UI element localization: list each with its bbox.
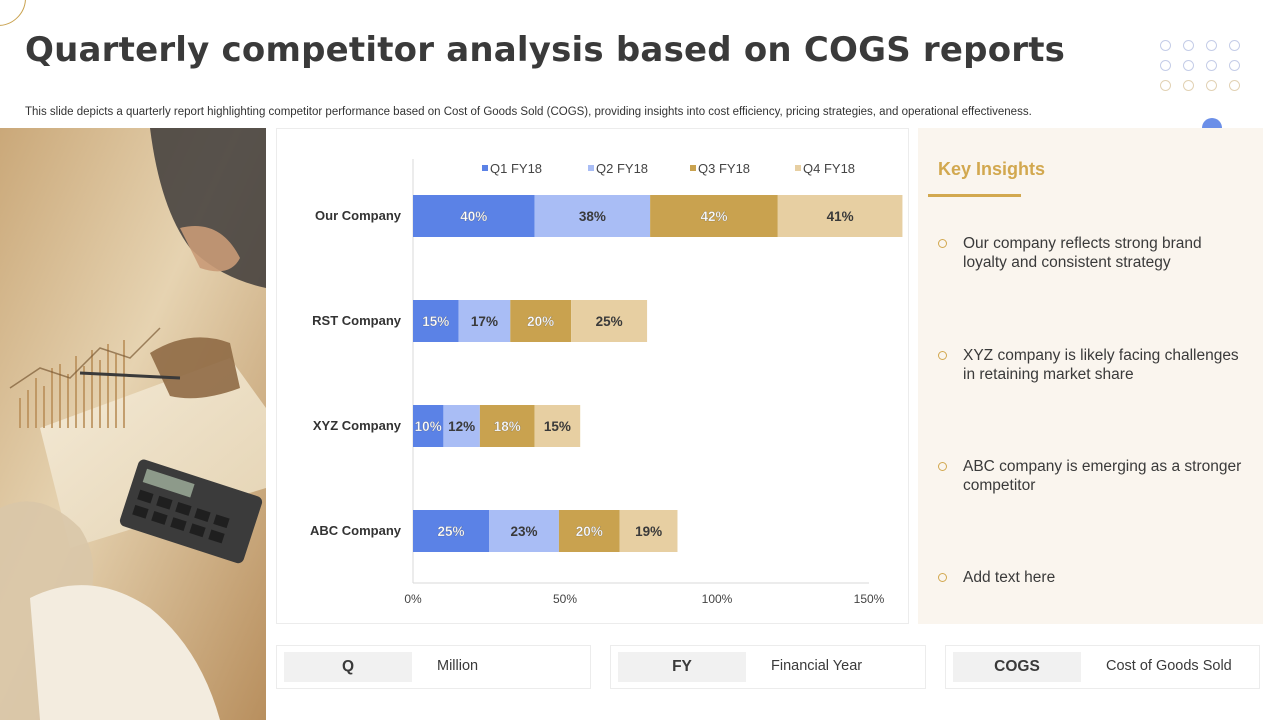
insight-text: Add text here	[963, 569, 1056, 586]
x-tick-label: 150%	[854, 592, 885, 606]
abbreviation-key: FY	[618, 652, 746, 682]
data-label: 40%	[460, 209, 487, 224]
data-label: 38%	[579, 209, 606, 224]
abbreviation-box-fy: FY Financial Year	[610, 645, 926, 689]
x-tick-label: 50%	[553, 592, 577, 606]
data-label: 15%	[544, 419, 571, 434]
insights-title: Key Insights	[938, 159, 1046, 179]
category-label: ABC Company	[310, 523, 402, 538]
bar-segment	[571, 300, 648, 342]
bar-segment	[510, 300, 572, 342]
bar-segment	[534, 195, 651, 237]
data-label: 20%	[576, 524, 603, 539]
insight-text: XYZ company is likely facing challenges …	[963, 347, 1239, 383]
insight-text: ABC company is emerging as a stronger co…	[963, 458, 1242, 494]
insight-item: Add text here	[938, 568, 1248, 587]
office-desk-photo	[0, 128, 266, 720]
abbreviation-box-cogs: COGS Cost of Goods Sold	[945, 645, 1260, 689]
bar-segment	[534, 405, 581, 447]
legend-swatch	[482, 165, 488, 171]
insight-item: XYZ company is likely facing challenges …	[938, 346, 1248, 384]
abbreviation-meaning: Cost of Goods Sold	[1106, 658, 1232, 674]
data-label: 19%	[635, 524, 662, 539]
bar-segment	[413, 510, 489, 552]
insights-title-underline	[928, 194, 1021, 197]
bar-segment	[558, 510, 620, 552]
data-label: 42%	[700, 209, 727, 224]
bar-segment	[777, 195, 903, 237]
legend-swatch	[588, 165, 594, 171]
bar-segment	[443, 405, 480, 447]
stacked-bar-chart: 0% 50% 100% 150% Q1 FY18 Q2 FY18 Q3 FY18 Q4 FY1…	[310, 159, 903, 606]
category-label: RST Company	[312, 313, 402, 328]
key-insights-panel: Key Insights Our company reflects strong…	[918, 128, 1263, 624]
abbreviation-box-q: Q Million	[276, 645, 591, 689]
data-label: 17%	[471, 314, 498, 329]
data-label: 10%	[415, 419, 442, 434]
bar-segment	[619, 510, 678, 552]
legend-label: Q1 FY18	[490, 161, 542, 176]
legend-swatch	[690, 165, 696, 171]
insight-item: Our company reflects strong brand loyalt…	[938, 234, 1248, 272]
data-label: 41%	[827, 209, 854, 224]
data-label: 20%	[527, 314, 554, 329]
abbreviation-key: Q	[284, 652, 412, 682]
data-label: 23%	[510, 524, 537, 539]
data-label: 25%	[596, 314, 623, 329]
legend-swatch	[795, 165, 801, 171]
abbreviation-key: COGS	[953, 652, 1081, 682]
legend-label: Q4 FY18	[803, 161, 855, 176]
circle-bullet-icon	[938, 573, 947, 582]
circle-bullet-icon	[938, 462, 947, 471]
data-label: 12%	[448, 419, 475, 434]
bar-segment	[413, 300, 459, 342]
bar-segment	[458, 300, 511, 342]
circle-bullet-icon	[938, 239, 947, 248]
bar-segment	[489, 510, 559, 552]
data-label: 15%	[422, 314, 449, 329]
bar-segment	[413, 405, 444, 447]
legend-label: Q2 FY18	[596, 161, 648, 176]
x-tick-label: 0%	[404, 592, 422, 606]
bar-segment	[479, 405, 535, 447]
bar-segment	[650, 195, 778, 237]
circle-bullet-icon	[938, 351, 947, 360]
category-label: XYZ Company	[313, 418, 402, 433]
stacked-bar-chart-panel: 0% 50% 100% 150% Q1 FY18 Q2 FY18 Q3 FY18 Q4 FY1…	[276, 128, 909, 624]
insight-text: Our company reflects strong brand loyalt…	[963, 235, 1202, 271]
abbreviation-meaning: Financial Year	[771, 658, 863, 674]
legend-label: Q3 FY18	[698, 161, 750, 176]
insight-item: ABC company is emerging as a stronger co…	[938, 457, 1248, 495]
page-subtitle: This slide depicts a quarterly report hi…	[25, 106, 1032, 118]
category-label: Our Company	[315, 208, 402, 223]
x-tick-label: 100%	[702, 592, 733, 606]
data-label: 18%	[494, 419, 521, 434]
corner-ring-decoration	[0, 0, 26, 26]
dot-grid-decoration	[1160, 40, 1250, 95]
page-title: Quarterly competitor analysis based on C…	[25, 30, 1066, 70]
bar-segment	[413, 195, 535, 237]
data-label: 25%	[437, 524, 464, 539]
abbreviation-meaning: Million	[437, 658, 479, 674]
